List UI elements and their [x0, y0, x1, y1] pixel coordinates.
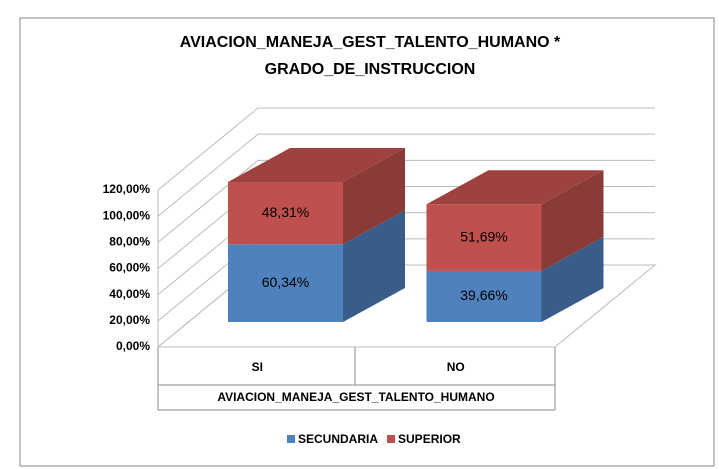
bar-side — [541, 236, 604, 322]
y-tick-label: 100,00% — [103, 208, 151, 222]
grid-line — [157, 107, 655, 191]
x-axis-title: AVIACION_MANEJA_GEST_TALENTO_HUMANO — [217, 390, 494, 404]
y-tick-label: 120,00% — [103, 182, 151, 196]
bar-top — [426, 170, 604, 205]
y-tick-label: 80,00% — [109, 235, 150, 249]
data-label: 48,31% — [262, 204, 309, 220]
x-tick-label: NO — [447, 360, 465, 374]
bar — [426, 204, 542, 271]
y-tick-label: 20,00% — [109, 313, 150, 327]
data-label: 60,34% — [262, 274, 309, 290]
bar-top — [228, 147, 405, 182]
chart-title: AVIACION_MANEJA_GEST_TALENTO_HUMANO * — [180, 34, 561, 51]
y-tick-label: 60,00% — [109, 261, 150, 275]
y-tick-label: 0,00% — [116, 339, 150, 353]
grid-line — [157, 159, 655, 243]
legend-swatch — [287, 435, 295, 443]
bar — [228, 181, 343, 245]
chart-title: GRADO_DE_INSTRUCCION — [265, 61, 476, 78]
legend-label: SUPERIOR — [398, 432, 461, 446]
data-label: 39,66% — [460, 287, 507, 303]
legend-label: SECUNDARIA — [298, 432, 378, 446]
data-label: 51,69% — [460, 228, 507, 244]
legend-swatch — [387, 435, 396, 443]
y-tick-label: 40,00% — [109, 287, 150, 301]
bar — [228, 244, 343, 322]
x-tick-label: SI — [252, 360, 263, 374]
bar-side — [343, 210, 405, 322]
bar — [426, 270, 542, 322]
bar-side — [541, 170, 604, 271]
grid-line — [157, 133, 655, 217]
bar-side — [343, 147, 405, 245]
